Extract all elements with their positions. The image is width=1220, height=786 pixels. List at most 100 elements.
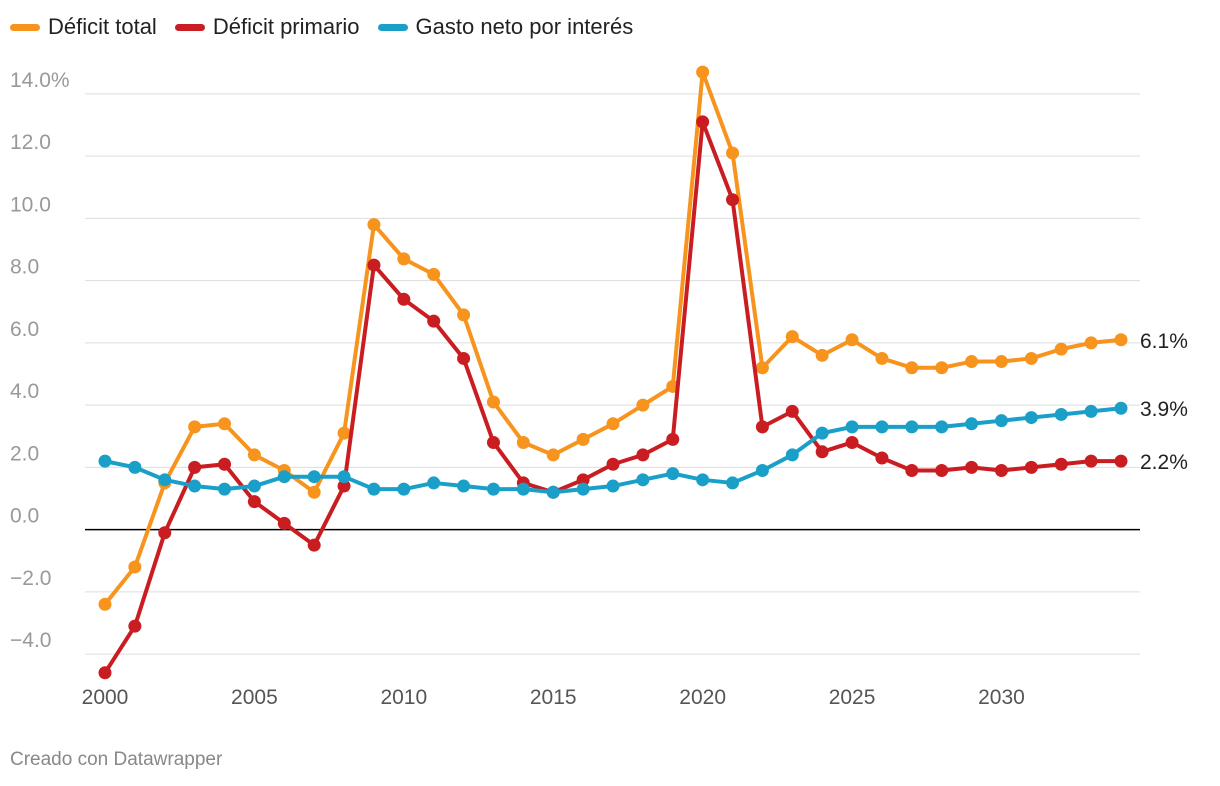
data-point [875, 420, 889, 434]
data-point [397, 482, 411, 496]
data-point [367, 258, 381, 272]
data-point [815, 426, 829, 440]
y-tick-label: 6.0 [10, 318, 39, 341]
data-point [1084, 404, 1098, 418]
legend-swatch-gasto-interes [377, 23, 408, 31]
y-tick-label: 4.0 [10, 380, 39, 403]
data-point [247, 495, 261, 509]
data-point [1084, 454, 1098, 468]
data-point [935, 420, 949, 434]
data-point [247, 479, 261, 493]
data-point [965, 460, 979, 474]
data-point [666, 467, 680, 481]
data-point [636, 473, 650, 487]
data-point [994, 355, 1008, 369]
data-point [636, 398, 650, 412]
x-tick-label: 2000 [82, 686, 129, 709]
data-point [218, 417, 232, 431]
data-point [546, 448, 560, 462]
series-end-label: 3.9% [1140, 398, 1188, 421]
series-line-1 [103, 119, 1123, 675]
data-point [785, 404, 799, 418]
x-tick-label: 2020 [679, 686, 726, 709]
data-point [875, 451, 889, 465]
data-point [1054, 342, 1068, 356]
data-point [1054, 407, 1068, 421]
data-point [1114, 454, 1128, 468]
data-point [726, 146, 740, 160]
data-point [755, 420, 769, 434]
data-point [606, 457, 620, 471]
legend-item-deficit-primario: Déficit primario [174, 14, 360, 40]
series-end-label: 6.1% [1140, 330, 1188, 353]
data-point [755, 463, 769, 477]
data-point [875, 351, 889, 365]
data-point [696, 473, 710, 487]
legend-item-gasto-interes: Gasto neto por interés [377, 14, 634, 40]
x-tick-label: 2015 [530, 686, 577, 709]
data-point [188, 420, 202, 434]
data-point [785, 448, 799, 462]
data-point [307, 485, 321, 499]
legend-label-deficit-total: Déficit total [48, 14, 157, 39]
data-point [905, 420, 919, 434]
data-point [576, 473, 590, 487]
legend-label-gasto-interes: Gasto neto por interés [415, 14, 634, 39]
data-point [128, 619, 142, 633]
data-point [486, 435, 500, 449]
data-point [845, 435, 859, 449]
data-point [546, 485, 560, 499]
data-point [785, 330, 799, 344]
data-point [427, 267, 441, 281]
data-point [994, 463, 1008, 477]
data-point [247, 448, 261, 462]
data-point [696, 65, 710, 79]
data-point [935, 361, 949, 375]
legend-label-deficit-primario: Déficit primario [212, 14, 360, 39]
data-point [98, 666, 112, 680]
series-line-0 [103, 70, 1123, 607]
data-point [1114, 333, 1128, 347]
data-point [516, 435, 530, 449]
data-point [1084, 336, 1098, 350]
data-point [1054, 457, 1068, 471]
data-point [726, 193, 740, 207]
data-point [218, 482, 232, 496]
data-point [516, 482, 530, 496]
data-point [427, 314, 441, 328]
data-point [457, 479, 471, 493]
data-point [1114, 401, 1128, 415]
footer-credit: Creado con Datawrapper [10, 749, 223, 770]
y-tick-label: 10.0 [10, 193, 51, 216]
data-point [965, 417, 979, 431]
data-point [218, 457, 232, 471]
data-point [815, 445, 829, 459]
data-point [367, 482, 381, 496]
data-point [427, 476, 441, 490]
series-end-label: 2.2% [1140, 451, 1188, 474]
data-point [158, 473, 172, 487]
data-point [905, 361, 919, 375]
y-tick-label: −2.0 [10, 567, 51, 590]
data-point [367, 218, 381, 232]
data-point [815, 348, 829, 362]
data-point [457, 308, 471, 322]
data-point [666, 432, 680, 446]
x-tick-label: 2030 [978, 686, 1025, 709]
y-tick-label: −4.0 [10, 629, 51, 652]
data-point [277, 516, 291, 530]
data-point [397, 292, 411, 306]
data-point [845, 333, 859, 347]
legend-item-deficit-total: Déficit total [10, 14, 157, 40]
y-tick-label: 14.0% [10, 69, 70, 92]
data-point [1024, 460, 1038, 474]
data-point [606, 479, 620, 493]
data-point [965, 355, 979, 369]
y-tick-label: 2.0 [10, 442, 39, 465]
data-point [905, 463, 919, 477]
y-tick-label: 0.0 [10, 505, 39, 528]
data-point [188, 460, 202, 474]
data-point [307, 538, 321, 552]
data-point [606, 417, 620, 431]
